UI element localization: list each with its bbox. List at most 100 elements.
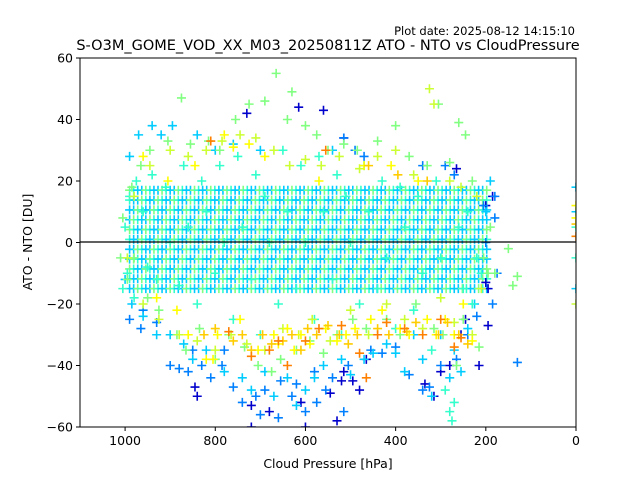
data-point	[287, 87, 297, 97]
data-point	[154, 305, 164, 315]
data-point	[235, 314, 245, 324]
data-point	[201, 345, 211, 355]
data-point	[355, 348, 365, 358]
data-point	[179, 161, 189, 171]
data-point	[181, 345, 191, 355]
data-point	[571, 207, 576, 217]
data-point	[463, 207, 473, 217]
data-point	[355, 164, 365, 174]
data-point	[269, 391, 279, 401]
data-point	[467, 176, 477, 186]
core-point	[482, 215, 492, 225]
data-point	[215, 145, 225, 155]
x-tick-label: 600	[294, 433, 318, 448]
data-point	[571, 231, 576, 241]
data-point	[334, 151, 344, 161]
data-point	[260, 191, 270, 201]
data-point	[571, 253, 576, 263]
data-point	[318, 361, 328, 370]
data-point	[366, 314, 376, 324]
data-point	[413, 176, 423, 186]
data-point	[282, 361, 292, 370]
data-point	[258, 330, 268, 340]
data-point	[210, 345, 220, 355]
y-tick-label: −20	[47, 297, 73, 312]
data-point	[454, 118, 464, 128]
data-point	[467, 299, 477, 309]
data-point	[264, 407, 274, 417]
data-point	[296, 397, 306, 407]
data-point	[476, 284, 486, 294]
data-point	[122, 253, 132, 263]
data-point	[377, 348, 387, 358]
data-point	[420, 379, 430, 389]
data-point	[285, 161, 295, 171]
data-point	[244, 139, 254, 149]
data-point	[481, 277, 491, 287]
data-point	[246, 422, 256, 427]
data-point	[122, 274, 132, 284]
data-point	[197, 361, 207, 370]
data-point	[458, 314, 468, 324]
data-point	[129, 191, 139, 201]
chart-title: S-O3M_GOME_VOD_XX_M03_20250811Z ATO - NT…	[76, 38, 579, 54]
data-point	[174, 364, 184, 374]
data-point	[373, 151, 383, 161]
y-tick-label: 0	[65, 235, 73, 250]
data-point	[318, 348, 328, 358]
data-point	[246, 274, 256, 284]
data-point	[152, 293, 162, 303]
data-point	[422, 314, 432, 324]
data-point	[321, 385, 331, 395]
data-point	[312, 397, 322, 407]
data-point	[206, 136, 216, 146]
data-point	[208, 354, 218, 364]
core-point	[482, 264, 492, 274]
data-point	[228, 142, 238, 152]
data-point	[400, 367, 410, 377]
data-point	[318, 105, 328, 115]
data-point	[512, 271, 522, 281]
data-point	[129, 293, 139, 303]
data-point	[368, 348, 378, 358]
data-point	[136, 324, 146, 334]
data-point	[490, 191, 500, 201]
data-point	[242, 108, 252, 118]
data-point	[269, 145, 279, 155]
data-point	[449, 170, 459, 180]
data-point	[282, 207, 292, 217]
data-point	[442, 317, 452, 327]
data-point	[411, 317, 421, 327]
data-point	[219, 345, 229, 355]
data-point	[185, 139, 195, 149]
data-point	[183, 367, 193, 377]
data-point	[328, 373, 338, 383]
core-point	[482, 195, 492, 205]
data-point	[233, 151, 243, 161]
y-tick-label: 40	[57, 112, 73, 127]
data-point	[118, 213, 128, 223]
data-point	[321, 145, 331, 155]
data-point	[445, 407, 455, 417]
data-point	[190, 161, 200, 171]
data-point	[361, 373, 371, 383]
x-tick-label: 800	[203, 433, 227, 448]
data-point	[332, 416, 342, 426]
scatter-layer	[116, 68, 576, 427]
data-point	[131, 176, 141, 186]
data-point	[253, 361, 263, 370]
data-point	[318, 207, 328, 217]
data-point	[314, 176, 324, 186]
data-point	[424, 84, 434, 94]
data-point	[300, 154, 310, 164]
data-point	[483, 321, 493, 331]
data-point	[188, 354, 198, 364]
data-point	[490, 268, 500, 278]
data-point	[300, 407, 310, 417]
data-point	[267, 367, 277, 377]
data-point	[413, 191, 423, 201]
data-point	[355, 385, 365, 395]
data-point	[382, 339, 392, 349]
data-point	[235, 130, 245, 140]
